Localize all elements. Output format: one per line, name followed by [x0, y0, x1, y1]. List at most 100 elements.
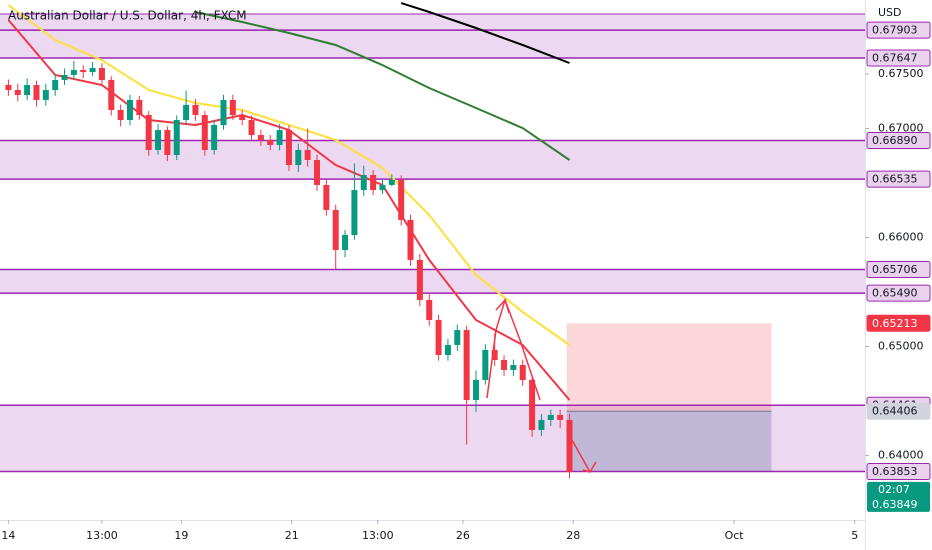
candle-body	[379, 184, 386, 190]
y-tick-label: 0.67500	[878, 67, 924, 80]
candle-body	[239, 114, 246, 120]
candle-body	[463, 330, 470, 400]
level-label-bg	[866, 170, 931, 188]
y-tick-label: 0.64000	[878, 448, 924, 461]
candle-body	[519, 365, 526, 380]
candle-body	[33, 85, 40, 100]
candle-body	[285, 130, 292, 166]
countdown-bg	[867, 481, 930, 512]
candle-body	[14, 90, 21, 96]
x-tick-label: 14	[1, 529, 15, 542]
level-zone	[0, 269, 865, 294]
candle-body	[117, 109, 124, 120]
y-tick-label: 0.66000	[878, 230, 924, 243]
candle-body	[407, 219, 414, 260]
candle-body	[510, 365, 517, 371]
plot-area	[0, 2, 865, 479]
candle-body	[388, 179, 395, 185]
stop-zone	[566, 323, 772, 412]
candle-body	[538, 419, 545, 430]
moving-average	[400, 2, 570, 64]
chart-title: Australian Dollar / U.S. Dollar, 4h, FXC…	[8, 9, 247, 23]
entry-label: 0.64406	[872, 405, 918, 418]
level-label-bg	[866, 462, 931, 480]
currency-label: USD	[878, 6, 902, 19]
stop-label-bg	[866, 314, 931, 332]
candle-body	[360, 175, 367, 190]
candle-body	[454, 330, 461, 345]
candle-body	[145, 114, 152, 150]
candle-body	[314, 160, 321, 185]
level-label: 0.65706	[872, 263, 918, 276]
candle-body	[547, 414, 554, 420]
candle-body	[183, 104, 190, 120]
candle-body	[529, 379, 536, 430]
y-tick-label: 0.67000	[878, 122, 924, 135]
level-label-bg	[866, 21, 931, 39]
level-label: 0.67903	[872, 24, 918, 37]
level-zone	[0, 30, 865, 58]
level-label-bg	[866, 49, 931, 67]
x-tick-label: 19	[174, 529, 188, 542]
candle-body	[435, 320, 442, 355]
candle-body	[24, 85, 31, 96]
candle-body	[444, 344, 451, 355]
drawings	[486, 297, 597, 473]
candle-body	[52, 80, 59, 91]
candle-body	[557, 414, 564, 420]
level-label-bg	[866, 261, 931, 279]
candle-body	[472, 379, 479, 400]
level-zone	[0, 405, 865, 472]
candle-body	[192, 104, 199, 115]
entry-label-bg	[866, 402, 931, 420]
candle-body	[342, 234, 349, 251]
arrow-head	[495, 298, 510, 314]
candle-body	[491, 349, 498, 360]
level-label-bg	[866, 284, 931, 302]
countdown: 02:07	[878, 483, 910, 496]
level-zone	[0, 140, 865, 180]
candle-body	[229, 99, 236, 115]
candle-body	[173, 120, 180, 155]
level-label: 0.63853	[872, 465, 918, 478]
candle-body	[323, 184, 330, 211]
x-tick-label: 28	[566, 529, 580, 542]
x-tick-label: 13:00	[362, 529, 394, 542]
candle-body	[5, 84, 12, 91]
candle-body	[267, 139, 274, 145]
candle-body	[108, 80, 115, 110]
candle-body	[416, 259, 423, 300]
x-tick-label: 26	[456, 529, 470, 542]
candle-body	[482, 349, 489, 380]
moving-average	[7, 4, 571, 346]
candle-body	[370, 175, 377, 190]
x-tick-label: 21	[285, 529, 299, 542]
candle-body	[136, 99, 143, 115]
candle-body	[126, 99, 133, 120]
candle-body	[80, 69, 87, 73]
candle-body	[42, 90, 49, 100]
stop-label: 0.65213	[872, 317, 918, 330]
candle-body	[98, 68, 105, 80]
level-label-bg	[866, 131, 931, 149]
candle-body	[61, 74, 68, 80]
y-tick-label: 0.65000	[878, 339, 924, 352]
x-tick-label: 13:00	[86, 529, 118, 542]
candle-body	[501, 360, 508, 371]
candle-body	[566, 419, 573, 472]
candle-body	[398, 179, 405, 220]
target-zone	[566, 411, 772, 472]
candle-body	[332, 210, 339, 251]
axes: 0.67500 0.67000 0.66000 0.65000 0.64000 14 13:…	[1, 21, 931, 542]
candle-body	[257, 135, 264, 140]
candle-body	[248, 120, 255, 136]
candle-body	[426, 299, 433, 320]
x-tick-label: 5	[851, 529, 858, 542]
candle-body	[304, 149, 311, 160]
candle-body	[220, 99, 227, 126]
moving-average	[195, 11, 571, 161]
candle-body	[164, 130, 171, 155]
candle-body	[70, 69, 77, 75]
level-label: 0.67647	[872, 51, 918, 64]
